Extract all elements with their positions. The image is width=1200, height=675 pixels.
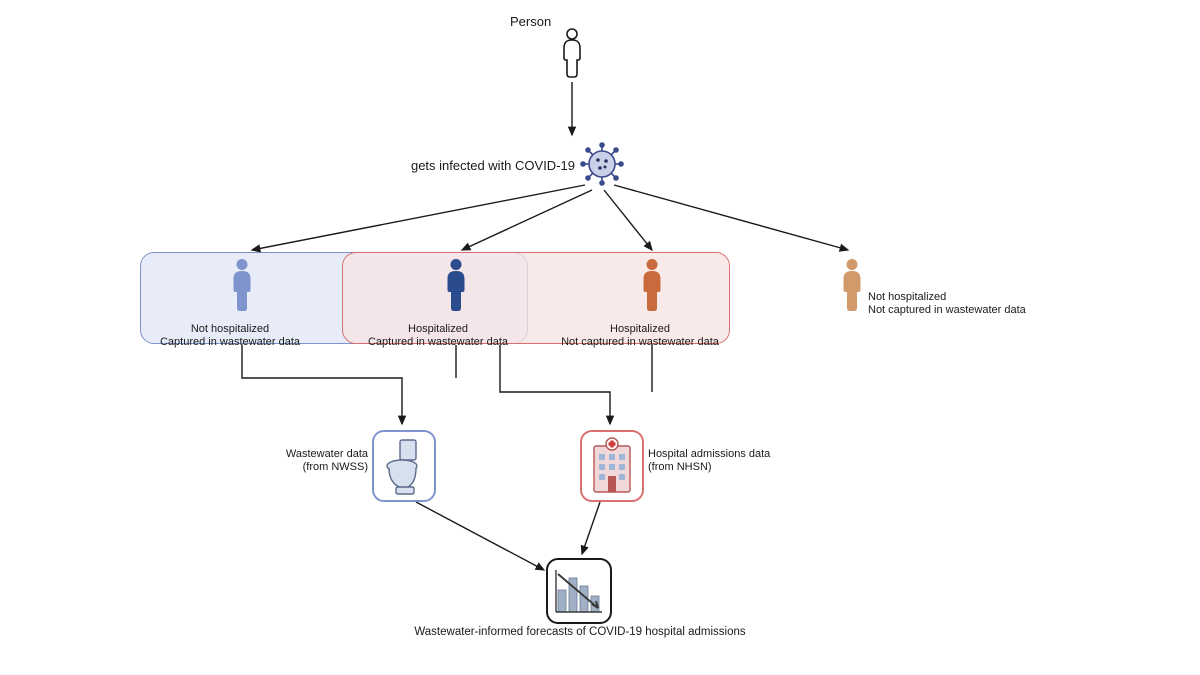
outcome4-person-icon: [840, 258, 864, 313]
forecast-label: Wastewater-informed forecasts of COVID-1…: [380, 626, 780, 640]
outcome4-label: Not hospitalizedNot captured in wastewat…: [868, 278, 1068, 318]
outcome1-person-icon: [230, 258, 254, 313]
toilet-icon: [374, 432, 434, 500]
forecast-chart-icon: [548, 560, 610, 622]
virus-icon: [578, 140, 626, 188]
hospital-icon: [582, 432, 642, 500]
toilet-icon-box: [372, 430, 436, 502]
outcome1-label: Not hospitalizedCaptured in wastewater d…: [140, 310, 320, 350]
person-label: Person: [510, 14, 558, 30]
outcome2-label: HospitalizedCaptured in wastewater data: [348, 310, 528, 350]
infected-label: gets infected with COVID-19: [400, 158, 575, 174]
person-icon: [560, 28, 584, 78]
outcome2-person-icon: [444, 258, 468, 313]
outcome3-person-icon: [640, 258, 664, 313]
wastewater-data-label: Wastewater data (from NWSS): [250, 448, 368, 474]
forecast-icon-box: [546, 558, 612, 624]
outcome3-label: HospitalizedNot captured in wastewater d…: [540, 310, 740, 350]
hospital-data-label: Hospital admissions data (from NHSN): [648, 448, 808, 474]
hospital-icon-box: [580, 430, 644, 502]
